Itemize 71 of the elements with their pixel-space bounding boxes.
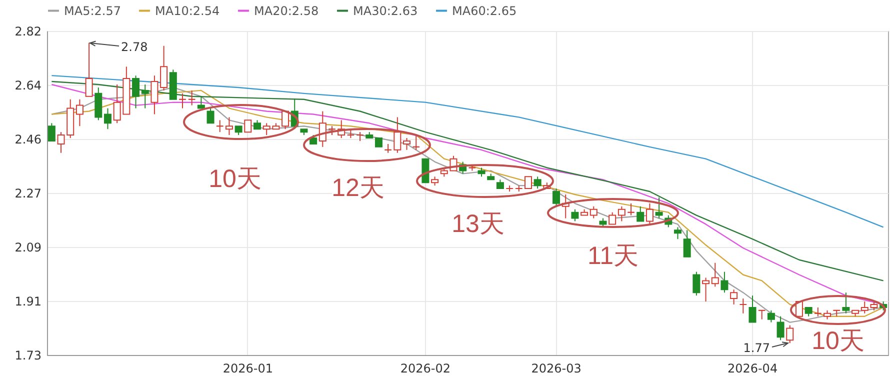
candlestick	[674, 226, 682, 240]
candlestick	[197, 96, 205, 109]
annotation: 1.77	[743, 341, 770, 355]
x-tick-label: 2026-02	[400, 362, 451, 376]
legend-label: MA10:2.54	[155, 4, 220, 18]
candlestick	[132, 75, 140, 109]
candlestick	[76, 98, 84, 127]
candlestick	[711, 262, 719, 288]
candlestick	[403, 138, 411, 150]
candlestick	[412, 134, 420, 150]
candlestick	[571, 208, 579, 222]
candlestick	[758, 310, 766, 320]
candlestick	[206, 108, 214, 124]
candlestick	[141, 84, 149, 109]
candlestick	[94, 86, 102, 121]
candlestick	[720, 271, 728, 294]
candlestick	[104, 108, 112, 130]
candlestick	[216, 120, 224, 133]
candlestick	[318, 110, 326, 148]
candlestick	[282, 110, 290, 130]
y-tick-label: 2.09	[14, 240, 42, 255]
candlestick	[422, 158, 430, 184]
candlestick	[739, 298, 747, 314]
candlestick	[786, 324, 794, 344]
y-tick-label: 2.82	[14, 24, 42, 38]
candlestick	[692, 271, 700, 296]
y-tick-label: 1.73	[14, 348, 42, 362]
legend-label: MA30:2.63	[353, 4, 418, 18]
candlestick	[608, 212, 616, 225]
candlestick	[748, 295, 756, 323]
candlestick	[150, 75, 158, 115]
y-tick-label: 2.27	[14, 186, 42, 200]
annotation: 11天	[588, 242, 638, 270]
candlestick	[655, 196, 663, 219]
candlestick	[534, 176, 542, 190]
candlestick	[702, 277, 710, 302]
legend-label: MA5:2.57	[64, 4, 121, 18]
x-tick-label: 2026-01	[222, 362, 273, 376]
candlestick	[646, 202, 654, 225]
y-tick-label: 2.64	[14, 78, 42, 93]
candlestick	[842, 292, 850, 314]
annotation: 10天	[812, 327, 864, 355]
candlestick	[160, 45, 168, 91]
annotation: 2.78	[121, 40, 148, 54]
annotation: 12天	[332, 174, 384, 202]
annotation: 10天	[208, 165, 262, 193]
candlestick	[776, 316, 784, 341]
annotation: 13天	[452, 210, 504, 238]
candlestick	[394, 116, 402, 154]
legend-label: MA60:2.65	[452, 4, 517, 18]
x-tick-label: 2026-03	[531, 362, 582, 376]
candlestick	[225, 116, 233, 136]
x-tick-label: 2026-04	[727, 362, 778, 376]
candlestick	[683, 230, 691, 258]
y-tick-label: 1.91	[14, 294, 42, 308]
candlestick	[85, 42, 93, 97]
candlestick	[730, 289, 738, 305]
candlestick	[48, 122, 56, 142]
candlestick	[590, 206, 598, 219]
legend-label: MA20:2.58	[254, 4, 319, 18]
candlestick	[832, 310, 840, 317]
candlestick	[188, 90, 196, 106]
candlestick	[244, 120, 252, 133]
y-tick-label: 2.46	[14, 132, 42, 146]
candlestick	[552, 188, 560, 207]
candlestick	[636, 206, 644, 222]
candlestick	[178, 92, 186, 109]
candlestick	[767, 310, 775, 323]
candlestick	[618, 206, 626, 222]
candlestick	[627, 202, 635, 216]
candlestick	[524, 176, 532, 190]
